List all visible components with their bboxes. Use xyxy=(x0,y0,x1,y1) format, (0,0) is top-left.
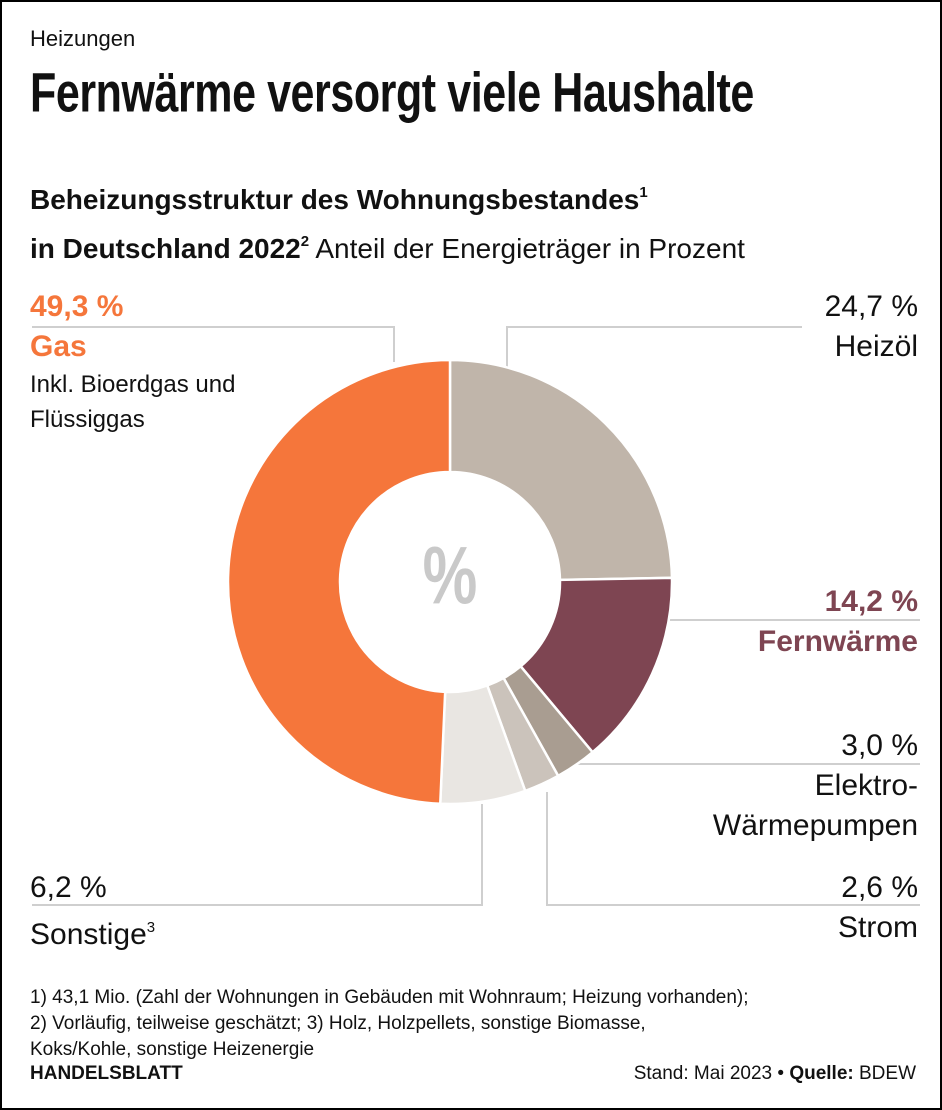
slice-label: 14,2 % Fernwärme xyxy=(668,582,918,662)
slice-label: 6,2 % Sonstige3 xyxy=(30,868,155,955)
leader-line xyxy=(506,326,802,367)
slice xyxy=(226,358,452,806)
footnote-ref: 1 xyxy=(639,184,648,201)
category-label: Strom xyxy=(668,908,918,948)
category-label: Heizöl xyxy=(668,327,918,367)
source: Stand: Mai 2023 • Quelle: BDEW xyxy=(633,1063,916,1084)
slice-label: 2,6 % Strom xyxy=(668,868,918,948)
category-label: Gas xyxy=(30,327,240,367)
headline: Fernwärme versorgt viele Haushalte xyxy=(30,61,754,124)
value-label: 14,2 % xyxy=(824,585,918,618)
footnote-ref: 2 xyxy=(300,233,310,250)
footnote: 2) Vorläufig, teilweise geschätzt; 3) Ho… xyxy=(30,1013,646,1034)
kicker: Heizungen xyxy=(30,26,136,51)
category-name: Sonstige xyxy=(30,918,147,951)
footnote: 1) 43,1 Mio. (Zahl der Wohnungen in Gebä… xyxy=(30,987,749,1008)
brand: HANDELSBLATT xyxy=(30,1063,183,1084)
footnote: Koks/Kohle, sonstige Heizenergie xyxy=(30,1039,315,1060)
slice xyxy=(448,358,674,582)
category-name: Strom xyxy=(837,911,918,944)
source-name: BDEW xyxy=(859,1063,916,1084)
subtitle-line: in Deutschland 2022 xyxy=(30,233,301,264)
center-label: % xyxy=(423,530,478,622)
source-label: Quelle: xyxy=(789,1063,854,1084)
footnote-ref: 3 xyxy=(146,919,156,936)
category-name: Heizöl xyxy=(834,330,918,363)
slice-label: 24,7 % Heizöl xyxy=(668,287,918,367)
subtitle-line: Beheizungsstruktur des Wohnungsbestandes xyxy=(30,184,640,215)
category-label: Elektro-Wärmepumpen xyxy=(668,766,918,846)
slice-label: 49,3 % Gas Inkl. Bioerdgas und Flüssiggas xyxy=(30,287,240,437)
category-label: Sonstige3 xyxy=(30,908,155,955)
slice-label: 3,0 % Elektro-Wärmepumpen xyxy=(668,726,918,846)
value-label: 6,2 % xyxy=(30,871,107,904)
footnotes: 1) 43,1 Mio. (Zahl der Wohnungen in Gebä… xyxy=(30,985,749,1063)
category-name: Gas xyxy=(30,330,87,363)
description: Inkl. Bioerdgas und Flüssiggas xyxy=(30,371,236,433)
unit: Anteil der Energieträger in Prozent xyxy=(315,233,745,264)
category-name: Elektro-Wärmepumpen xyxy=(712,769,918,842)
value-label: 3,0 % xyxy=(841,729,918,762)
category-label: Fernwärme xyxy=(668,622,918,662)
subtitle: Beheizungsstruktur des Wohnungsbestandes… xyxy=(30,172,745,270)
leader-line xyxy=(32,804,483,906)
value-label: 2,6 % xyxy=(841,871,918,904)
value-label: 49,3 % xyxy=(30,290,124,323)
leader-line xyxy=(32,326,395,362)
value-label: 24,7 % xyxy=(824,290,918,323)
date: Stand: Mai 2023 xyxy=(633,1063,773,1084)
category-name: Fernwärme xyxy=(757,625,918,658)
leader-line xyxy=(546,792,920,906)
